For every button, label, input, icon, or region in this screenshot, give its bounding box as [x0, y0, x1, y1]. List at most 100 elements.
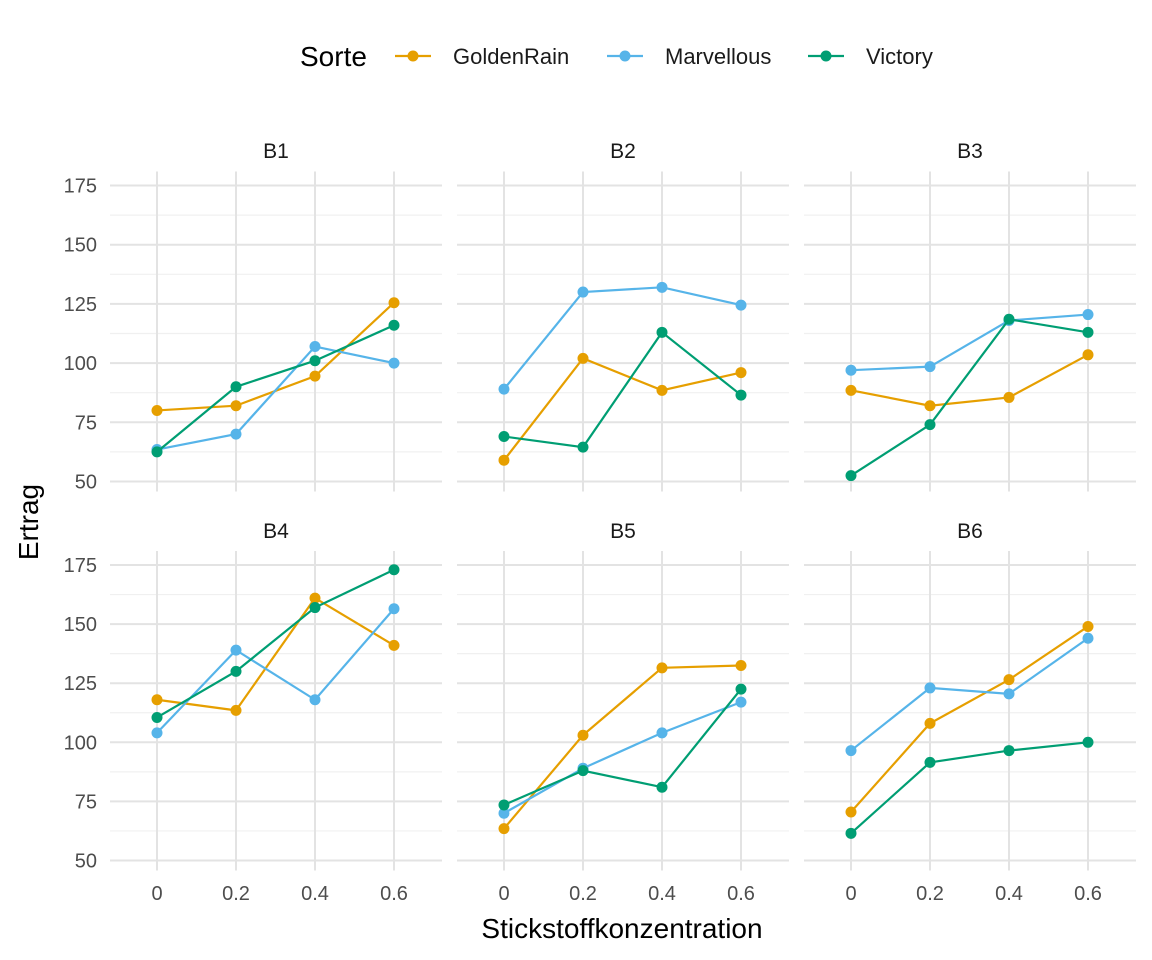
- data-point-marvellous: [735, 696, 747, 708]
- data-point-goldenrain: [577, 352, 589, 364]
- data-point-victory: [151, 446, 163, 458]
- series-line-victory: [503, 688, 742, 806]
- data-point-goldenrain: [151, 404, 163, 416]
- data-point-victory: [498, 431, 510, 443]
- series-line-marvellous: [156, 608, 395, 734]
- x-tick-label: 0.4: [301, 883, 329, 905]
- panel-b5: B5: [457, 520, 789, 871]
- data-point-victory: [1003, 745, 1015, 757]
- x-axis: 0 0.2 0.4 0.6 0 0.2 0.4 0.6 0 0.2 0.4 0.6: [151, 883, 1101, 905]
- data-point-marvellous: [309, 694, 321, 706]
- data-point-goldenrain: [230, 400, 242, 412]
- facet-label-b6: B6: [957, 520, 983, 543]
- panel-b2: B2: [457, 140, 789, 492]
- data-point-victory: [656, 326, 668, 338]
- data-point-victory: [845, 470, 857, 482]
- y-tick-label: 50: [75, 851, 97, 873]
- data-point-victory: [309, 355, 321, 367]
- series-line-goldenrain: [850, 353, 1089, 407]
- data-point-victory: [845, 827, 857, 839]
- facet-label-b3: B3: [957, 140, 983, 163]
- data-point-marvellous: [845, 745, 857, 757]
- facet-label-b2: B2: [610, 140, 636, 163]
- data-point-victory: [577, 765, 589, 777]
- data-point-goldenrain: [1003, 391, 1015, 403]
- y-tick-label: 100: [64, 353, 97, 375]
- series-line-goldenrain: [156, 596, 395, 712]
- data-point-victory: [309, 602, 321, 614]
- data-point-victory: [230, 665, 242, 677]
- data-point-marvellous: [656, 727, 668, 739]
- facet-label-b4: B4: [263, 520, 289, 543]
- legend-title: Sorte: [300, 41, 367, 72]
- data-point-marvellous: [309, 341, 321, 353]
- data-point-victory: [924, 756, 936, 768]
- data-point-goldenrain: [845, 806, 857, 818]
- data-point-marvellous: [656, 281, 668, 293]
- data-point-goldenrain: [309, 370, 321, 382]
- series-line-marvellous: [850, 637, 1089, 752]
- panel-b3: B3: [804, 140, 1136, 492]
- series-line-goldenrain: [503, 357, 742, 461]
- x-tick-label: 0.4: [995, 883, 1023, 905]
- data-point-goldenrain: [309, 592, 321, 604]
- data-point-goldenrain: [924, 400, 936, 412]
- data-point-goldenrain: [924, 717, 936, 729]
- series-line-victory: [156, 568, 395, 719]
- legend-item-victory: Victory: [808, 44, 933, 69]
- data-point-victory: [577, 441, 589, 453]
- x-tick-label: 0: [498, 883, 509, 905]
- series-line-goldenrain: [850, 625, 1089, 813]
- x-tick-label: 0.2: [569, 883, 597, 905]
- data-point-victory: [498, 799, 510, 811]
- data-point-marvellous: [577, 286, 589, 298]
- y-tick-label: 50: [75, 472, 97, 494]
- data-point-goldenrain: [230, 704, 242, 716]
- data-point-marvellous: [1003, 688, 1015, 700]
- data-point-goldenrain: [1082, 620, 1094, 632]
- data-point-victory: [388, 564, 400, 576]
- x-tick-label: 0.2: [222, 883, 250, 905]
- data-point-goldenrain: [498, 454, 510, 466]
- series-line-victory: [156, 324, 395, 453]
- x-tick-label: 0.6: [380, 883, 408, 905]
- legend-label: Victory: [866, 44, 933, 69]
- y-axis: 50 75 100 125 150 175 50 75 100 125 150 175: [64, 176, 97, 873]
- legend-item-goldenrain: GoldenRain: [395, 44, 569, 69]
- y-tick-label: 175: [64, 555, 97, 577]
- y-tick-label: 75: [75, 791, 97, 813]
- y-tick-label: 150: [64, 614, 97, 636]
- y-tick-label: 175: [64, 176, 97, 198]
- data-point-goldenrain: [735, 659, 747, 671]
- data-point-victory: [151, 711, 163, 723]
- y-tick-label: 125: [64, 294, 97, 316]
- y-tick-label: 100: [64, 732, 97, 754]
- data-point-marvellous: [230, 644, 242, 656]
- panel-b6: B6: [804, 520, 1136, 871]
- data-point-marvellous: [924, 682, 936, 694]
- data-point-marvellous: [1082, 309, 1094, 321]
- series-line-victory: [850, 318, 1089, 477]
- data-point-marvellous: [735, 299, 747, 311]
- series-line-marvellous: [503, 286, 742, 390]
- series-line-marvellous: [850, 313, 1089, 372]
- data-point-victory: [230, 381, 242, 393]
- y-tick-label: 125: [64, 673, 97, 695]
- x-tick-label: 0.6: [1074, 883, 1102, 905]
- data-point-goldenrain: [1003, 674, 1015, 686]
- series-line-marvellous: [156, 345, 395, 451]
- data-point-victory: [656, 781, 668, 793]
- data-point-goldenrain: [498, 823, 510, 835]
- series-line-goldenrain: [503, 664, 742, 830]
- data-point-goldenrain: [388, 639, 400, 651]
- data-point-marvellous: [498, 383, 510, 395]
- data-point-marvellous: [230, 428, 242, 440]
- data-point-goldenrain: [577, 729, 589, 741]
- data-point-victory: [924, 419, 936, 431]
- panel-b4: B4: [110, 520, 442, 871]
- data-point-marvellous: [388, 357, 400, 369]
- legend-item-marvellous: Marvellous: [607, 44, 771, 69]
- legend-key-point: [820, 50, 832, 62]
- legend-label: Marvellous: [665, 44, 771, 69]
- data-point-marvellous: [498, 807, 510, 819]
